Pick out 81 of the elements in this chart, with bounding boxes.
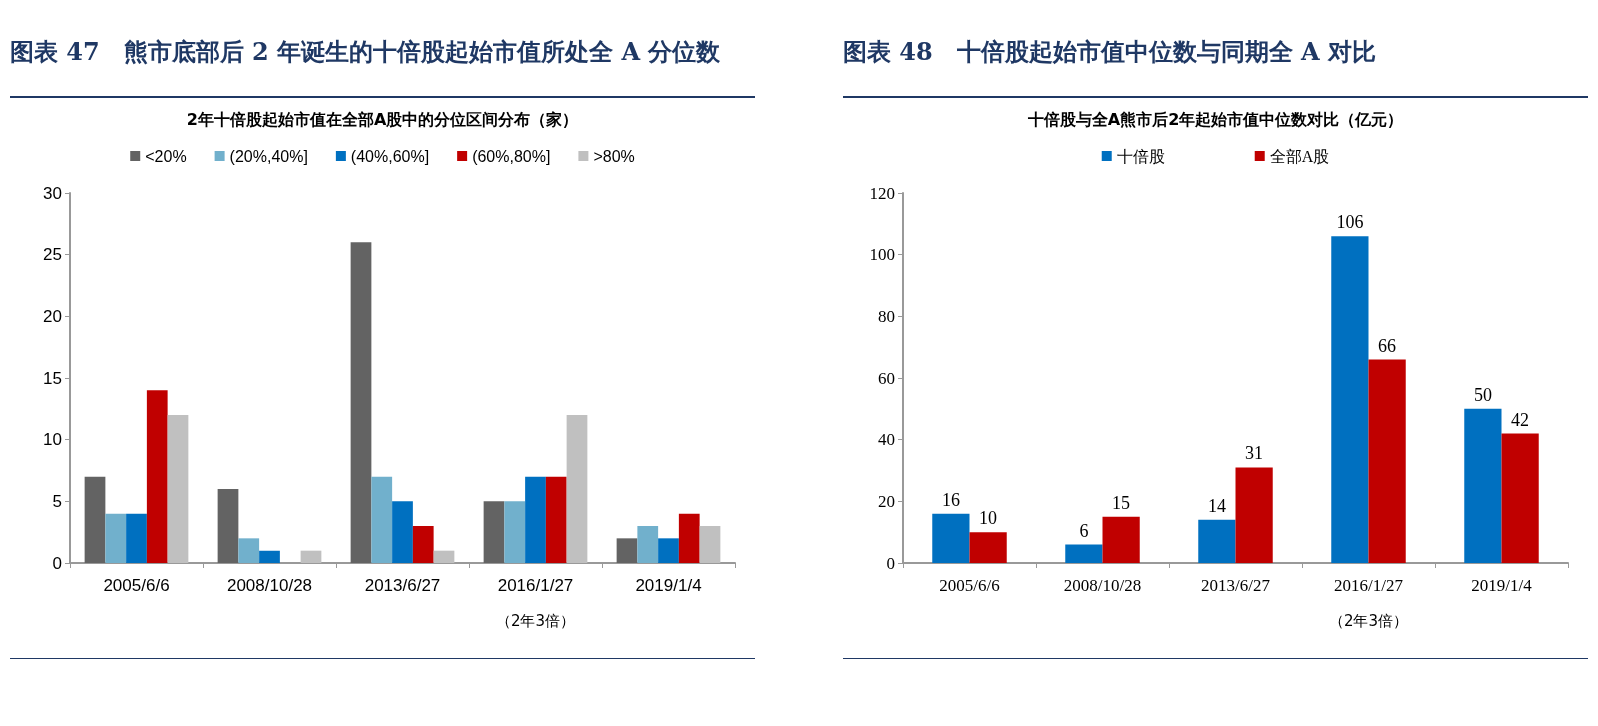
- bar: [259, 550, 280, 563]
- bar: [504, 501, 526, 563]
- bar: [84, 476, 106, 563]
- y-tick-label: 60: [878, 368, 895, 388]
- data-label: 66: [1378, 335, 1397, 356]
- y-tick-label: 20: [878, 491, 895, 511]
- data-label: 15: [1112, 492, 1131, 513]
- bar: [616, 538, 638, 563]
- legend-label: (20%,40%]: [229, 147, 308, 165]
- bar: [146, 390, 168, 563]
- bar: [167, 415, 189, 563]
- bar: [105, 513, 127, 563]
- bar: [371, 476, 393, 563]
- bar: [545, 476, 567, 563]
- text: （2年3倍）: [495, 612, 576, 630]
- x-tick-label: 2019/1/4: [635, 576, 702, 595]
- chart-subtitle: 2年十倍股起始市值在全部A股中的分位区间分布（家）: [186, 109, 579, 129]
- data-label: 31: [1245, 443, 1264, 464]
- bar: [525, 476, 546, 563]
- data-label: 10: [979, 508, 998, 529]
- x-tick-label: 2008/10/28: [226, 576, 313, 595]
- bar: [1331, 236, 1369, 563]
- data-label: 16: [941, 489, 960, 510]
- bar: [392, 501, 413, 563]
- bar: [433, 550, 455, 563]
- legend-label: 十倍股: [1116, 147, 1165, 165]
- x-tick-label: 2005/6/6: [103, 576, 170, 595]
- bar: [1464, 408, 1502, 563]
- y-tick-label: 5: [52, 491, 62, 511]
- y-tick-label: 30: [43, 183, 62, 203]
- bar: [1198, 519, 1236, 563]
- legend-label: >80%: [593, 147, 635, 165]
- x-tick-label: 2019/1/4: [1471, 576, 1533, 595]
- chart-title: 图表 48 十倍股起始市值中位数与同期全 A 对比: [843, 0, 1588, 98]
- y-tick-label: 100: [869, 245, 895, 265]
- bar: [483, 501, 505, 563]
- legend-label: (40%,60%]: [350, 147, 430, 165]
- bar: [969, 532, 1007, 563]
- legend-label: (60%,80%]: [472, 147, 551, 165]
- y-tick-label: 20: [43, 306, 62, 326]
- y-tick-label: 0: [52, 553, 62, 573]
- data-label: 6: [1079, 520, 1089, 541]
- y-tick-label: 10: [43, 430, 62, 450]
- bar: [566, 415, 588, 563]
- data-label: 106: [1336, 212, 1364, 233]
- x-tick-label: 2013/6/27: [364, 576, 441, 595]
- x-tick-label: 2016/1/27: [497, 576, 574, 595]
- bar: [1235, 467, 1273, 563]
- bar: [932, 513, 970, 563]
- chart-title: 图表 47 熊市底部后 2 年诞生的十倍股起始市值所处全 A 分位数: [10, 0, 755, 98]
- bar: [1501, 433, 1539, 563]
- bar: [1065, 544, 1103, 563]
- bar: [412, 526, 434, 563]
- x-tick-label: 2016/1/27: [1334, 576, 1404, 595]
- text: （2年3倍）: [1328, 612, 1409, 630]
- bar: [658, 538, 679, 563]
- bar: [1102, 516, 1140, 563]
- y-tick-label: 40: [878, 430, 895, 450]
- bar: [126, 513, 147, 563]
- legend-label: <20%: [145, 147, 187, 165]
- y-tick-label: 80: [878, 306, 895, 326]
- bar: [699, 526, 721, 563]
- x-tick-label: 2013/6/27: [1201, 576, 1271, 595]
- x-tick-label: 2005/6/6: [939, 576, 1000, 595]
- legend-label: 全部A股: [1269, 147, 1330, 165]
- bar: [637, 526, 659, 563]
- chart-subtitle: 十倍股与全A熊市后2年起始市值中位数对比（亿元）: [1026, 109, 1404, 129]
- y-tick-label: 120: [869, 183, 895, 203]
- data-label: 50: [1473, 384, 1492, 405]
- bar: [217, 489, 239, 563]
- bar: [300, 550, 322, 563]
- bar: [1368, 359, 1406, 563]
- data-label: 14: [1207, 495, 1226, 516]
- x-tick-label: 2008/10/28: [1063, 576, 1142, 595]
- data-label: 42: [1511, 409, 1530, 430]
- y-tick-label: 25: [43, 245, 62, 265]
- bar: [678, 513, 700, 563]
- bar: [238, 538, 260, 563]
- y-tick-label: 15: [43, 368, 62, 388]
- y-tick-label: 0: [886, 553, 895, 573]
- bar: [350, 242, 372, 563]
